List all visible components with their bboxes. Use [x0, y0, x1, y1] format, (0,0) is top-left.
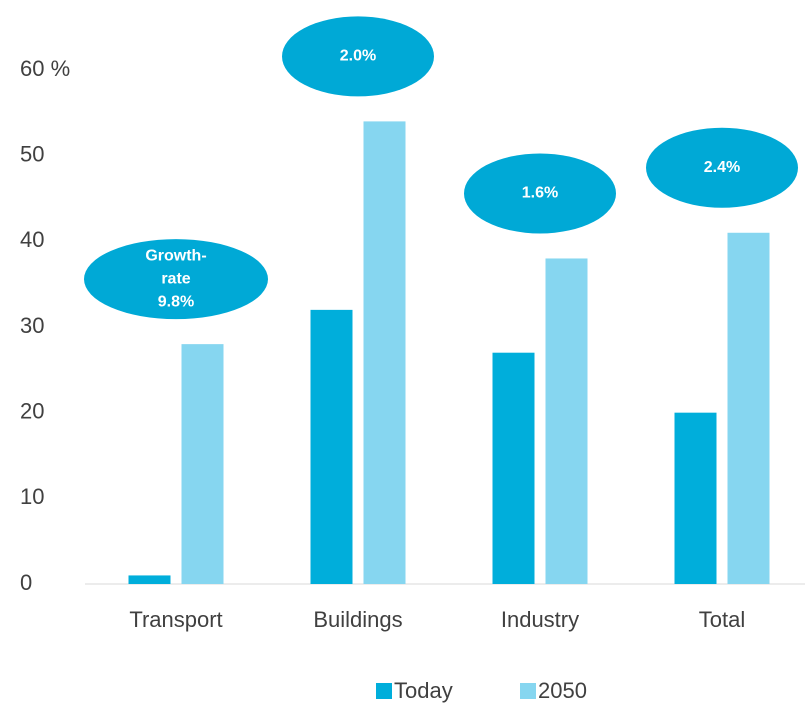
- legend-label: 2050: [538, 678, 587, 703]
- x-tick-label: Buildings: [313, 607, 402, 632]
- x-tick-label: Industry: [501, 607, 579, 632]
- bar: [545, 258, 588, 584]
- legend-label: Today: [394, 678, 453, 703]
- bar: [492, 352, 535, 584]
- annotation-text: Growth-: [145, 247, 206, 264]
- x-tick-label: Transport: [129, 607, 222, 632]
- bar: [310, 309, 353, 584]
- y-tick-label: 20: [20, 398, 44, 423]
- y-tick-label: 40: [20, 227, 44, 252]
- y-tick-label: 30: [20, 313, 44, 338]
- annotation-bubble: [464, 153, 616, 234]
- legend-swatch: [376, 683, 392, 699]
- y-tick-label: 60 %: [20, 56, 70, 81]
- annotation-text: 9.8%: [158, 293, 194, 310]
- legend-swatch: [520, 683, 536, 699]
- annotation-bubble: [282, 16, 434, 97]
- bar: [128, 575, 171, 584]
- bar: [181, 344, 224, 584]
- y-tick-label: 10: [20, 484, 44, 509]
- annotation-text: 1.6%: [522, 185, 558, 202]
- annotation-bubble: [646, 127, 798, 208]
- annotation-text: 2.0%: [340, 48, 376, 65]
- bar: [727, 232, 770, 584]
- bar: [674, 412, 717, 584]
- bar: [363, 121, 406, 585]
- annotation-bubble: [84, 239, 268, 320]
- annotation-text: rate: [161, 270, 190, 287]
- annotation-text: 2.4%: [704, 159, 740, 176]
- x-tick-label: Total: [699, 607, 745, 632]
- y-tick-label: 0: [20, 570, 32, 595]
- y-tick-label: 50: [20, 141, 44, 166]
